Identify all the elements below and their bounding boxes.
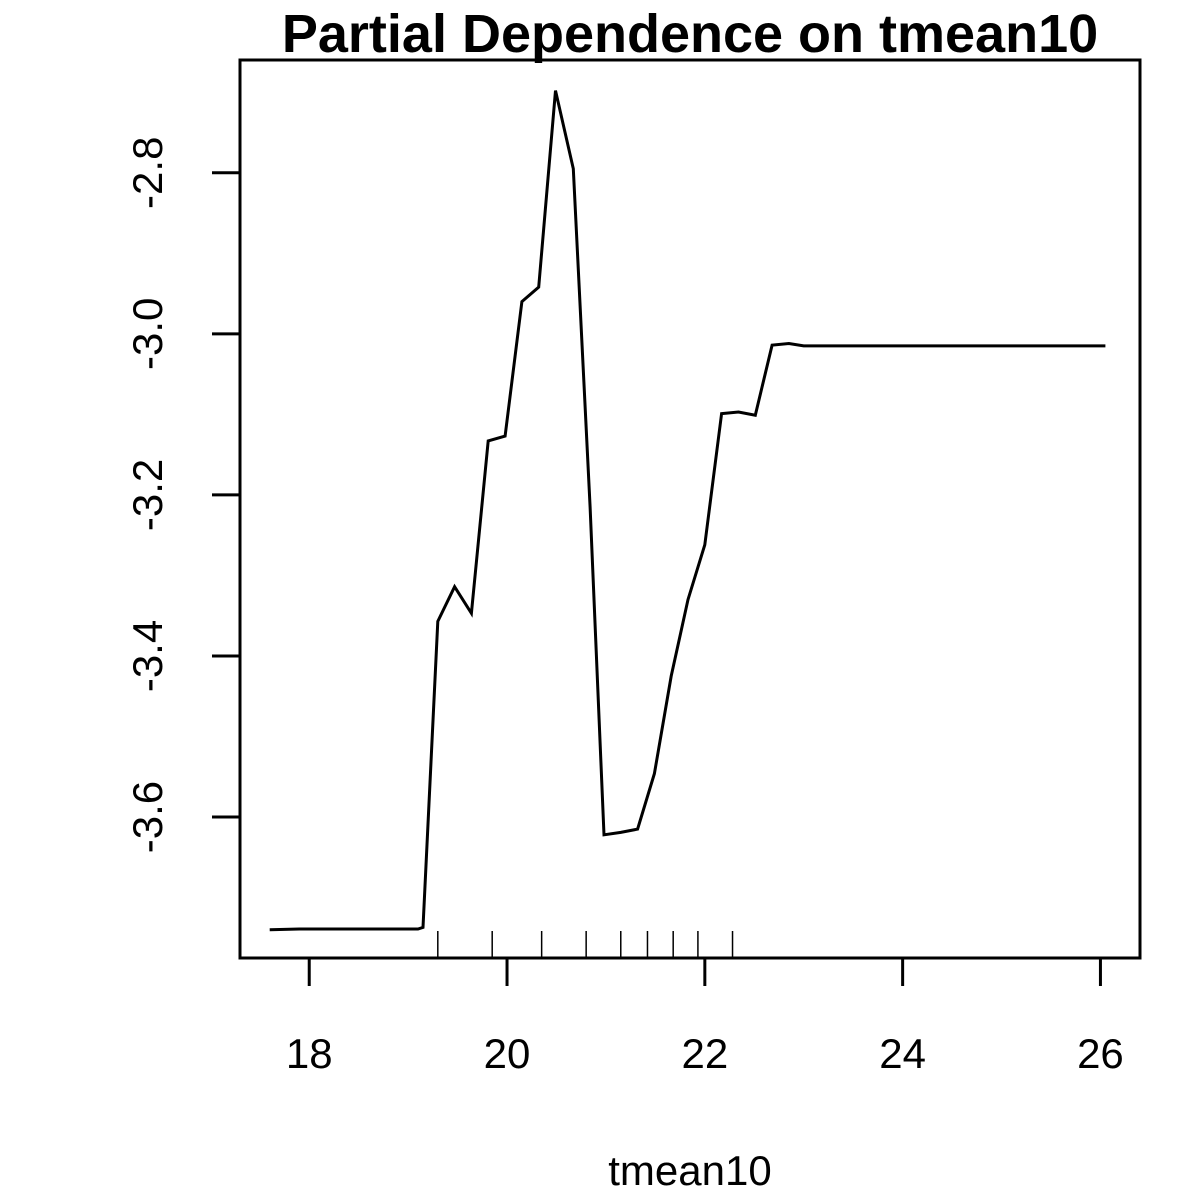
rug-marks [437,931,734,958]
x-tick-label: 18 [286,1030,333,1077]
chart-title: Partial Dependence on tmean10 [282,4,1098,64]
y-tick-label: -2.8 [124,137,171,209]
x-axis-label: tmean10 [608,1147,771,1194]
x-tick-label: 22 [681,1030,728,1077]
x-tick-label: 24 [879,1030,926,1077]
series-line-group [269,90,1106,932]
x-tick-label: 26 [1077,1030,1124,1077]
x-tick-label: 20 [484,1030,531,1077]
plot-frame [238,58,1142,960]
y-tick-label: -3.2 [124,459,171,531]
x-axis: 18 20 22 24 26 [286,956,1124,1077]
y-tick-label: -3.0 [124,298,171,370]
y-tick-label: -3.6 [124,781,171,853]
y-axis: -3.6 -3.4 -3.2 -3.0 -2.8 [124,137,242,853]
partial-dependence-line [269,90,1106,932]
y-tick-label: -3.4 [124,620,171,692]
